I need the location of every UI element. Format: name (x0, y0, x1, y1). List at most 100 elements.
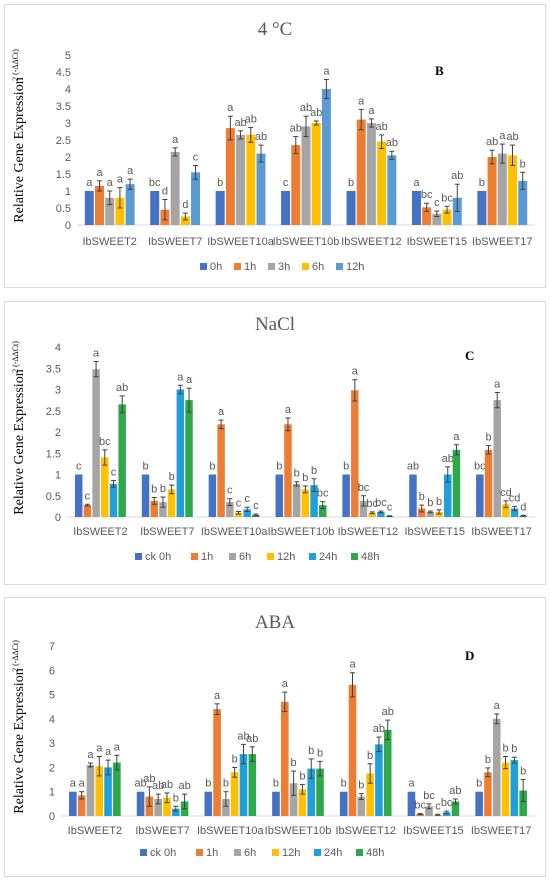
bar (484, 772, 492, 816)
bar (451, 801, 460, 816)
significance-label: b (311, 465, 317, 477)
bar (502, 504, 510, 517)
legend-label: 3h (278, 261, 290, 273)
significance-label: a (323, 65, 330, 77)
bar (476, 474, 484, 517)
significance-label: b (142, 461, 148, 473)
significance-label: a (413, 177, 420, 189)
significance-label: c (283, 177, 289, 189)
significance-label: bc (441, 797, 453, 809)
legend-label: ck 0h (145, 551, 171, 563)
significance-label: b (205, 778, 211, 790)
legend-label: ck 0h (150, 847, 176, 859)
significance-label: b (358, 780, 364, 792)
bar (275, 474, 284, 517)
significance-label: c (435, 800, 441, 812)
legend-label: 24h (324, 847, 342, 859)
y-tick-label: 2.5 (56, 135, 71, 147)
bar (310, 485, 318, 517)
bar (92, 369, 100, 517)
significance-label: ab (161, 779, 173, 791)
bar (444, 474, 452, 517)
significance-label: bc (317, 488, 329, 500)
bar (356, 119, 366, 225)
significance-label: bc (375, 497, 387, 509)
bar (105, 197, 115, 225)
significance-label: b (511, 743, 517, 755)
bar (383, 729, 392, 816)
bar (422, 207, 432, 225)
y-tick-label: 0.5 (56, 203, 71, 215)
significance-label: b (419, 491, 425, 503)
bar (272, 791, 280, 816)
bar (69, 791, 77, 816)
significance-label: a (93, 347, 100, 359)
legend-swatch (140, 849, 147, 856)
significance-label: a (368, 105, 375, 117)
significance-label: a (218, 406, 225, 418)
bar (170, 151, 180, 225)
legend-swatch (135, 553, 142, 560)
y-tick-label: 2 (65, 152, 71, 164)
significance-label: b (291, 757, 297, 769)
y-tick-label: 0 (55, 512, 61, 524)
bar (204, 791, 213, 816)
bar (417, 508, 426, 517)
bar (222, 799, 230, 816)
significance-label: b (520, 766, 526, 778)
chart-title: ABA (255, 612, 295, 633)
legend-label: 24h (319, 551, 337, 563)
legend-label: 0h (210, 261, 222, 273)
significance-label: b (476, 778, 482, 790)
significance-label: a (408, 778, 415, 790)
bar (141, 474, 150, 517)
significance-label: ab (178, 780, 190, 792)
y-axis-label: Relative Gene Expression (12, 77, 27, 222)
significance-label: c (434, 197, 440, 209)
significance-label: bc (99, 436, 111, 448)
significance-label: c (85, 490, 91, 502)
y-tick-label: 3.5 (46, 363, 61, 375)
legend-swatch (336, 263, 343, 270)
bar (497, 153, 507, 225)
bar (208, 474, 217, 517)
bar (104, 767, 112, 816)
significance-label: c (111, 466, 117, 478)
significance-label: c (387, 502, 393, 514)
y-axis-label-superscript: 2 (-ΔΔCt) (11, 640, 20, 672)
significance-label: b (302, 472, 308, 484)
significance-label: a (285, 404, 292, 416)
bar (243, 509, 251, 517)
significance-label: b (343, 461, 349, 473)
bar (407, 791, 416, 816)
bar (236, 134, 246, 225)
bar (368, 512, 376, 517)
significance-label: ab (382, 706, 394, 718)
significance-label: ab (310, 107, 322, 119)
bar (125, 184, 135, 225)
significance-label: ab (290, 123, 302, 135)
bar (77, 795, 86, 816)
y-tick-label: 3 (65, 118, 71, 130)
bar (150, 191, 160, 225)
significance-label: ab (116, 382, 128, 394)
bar (357, 796, 366, 816)
legend-swatch (356, 849, 363, 856)
bar (83, 505, 92, 517)
bar (136, 791, 145, 816)
significance-label: cd (509, 492, 521, 504)
legend-swatch (229, 553, 236, 560)
y-tick-label: 5 (65, 50, 71, 62)
significance-label: bc (423, 790, 435, 802)
bar (280, 701, 289, 816)
significance-label: b (151, 483, 157, 495)
bar (518, 180, 528, 225)
bar (377, 141, 387, 225)
significance-label: b (308, 745, 314, 757)
significance-label: ab (386, 137, 398, 149)
legend-label: 12h (346, 261, 364, 273)
category-label: IbSWEET12 (338, 526, 399, 538)
bar (118, 404, 126, 517)
category-label: IbSWEET15 (403, 825, 464, 837)
